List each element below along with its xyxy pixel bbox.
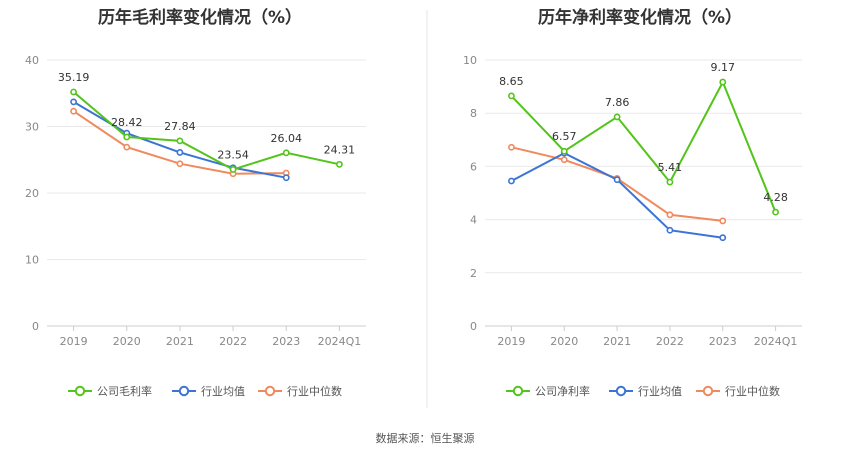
x-tick-label: 2020 (113, 335, 141, 348)
legend-label: 行业均值 (201, 385, 245, 398)
legend-item-company[interactable]: 公司毛利率 (68, 384, 152, 398)
x-tick-label: 2023 (709, 335, 737, 348)
data-point-industry_avg[interactable] (282, 174, 290, 182)
data-point-industry_median[interactable] (123, 143, 131, 151)
data-point-company[interactable] (613, 113, 621, 121)
data-label: 4.28 (763, 191, 788, 204)
data-point-company[interactable] (336, 160, 343, 168)
x-tick-label: 2024Q1 (318, 335, 362, 348)
data-point-company[interactable] (70, 88, 77, 96)
legend-marker-icon (702, 385, 714, 397)
data-point-industry_median[interactable] (176, 160, 184, 168)
data-point-industry_avg[interactable] (719, 234, 727, 242)
y-tick-label: 6 (470, 160, 477, 173)
data-label: 35.19 (58, 71, 90, 84)
x-tick-label: 2023 (272, 335, 300, 348)
legend-item-industry_median[interactable]: 行业中位数 (696, 384, 780, 398)
source-note: 数据来源：恒生聚源 (376, 431, 475, 445)
x-tick-label: 2020 (550, 335, 578, 348)
data-point-industry_median[interactable] (70, 107, 77, 115)
chart-title: 历年净利率变化情况（%） (538, 7, 742, 28)
series-line-company (72, 91, 340, 171)
data-point-industry_avg[interactable] (70, 98, 77, 106)
x-tick-label: 2022 (656, 335, 684, 348)
y-tick-label: 0 (32, 320, 39, 333)
data-point-company[interactable] (772, 208, 779, 216)
y-tick-label: 40 (25, 54, 39, 67)
data-point-company[interactable] (666, 178, 674, 186)
data-label: 28.42 (111, 116, 143, 129)
y-tick-label: 10 (25, 254, 39, 267)
data-label: 27.84 (164, 120, 196, 133)
legend-item-industry_avg[interactable]: 行业均值 (172, 385, 245, 398)
legend-item-company[interactable]: 公司净利率 (506, 384, 590, 398)
y-tick-label: 20 (25, 187, 39, 200)
data-label: 7.86 (605, 96, 630, 109)
x-tick-label: 2021 (603, 335, 631, 348)
legend-marker-icon (615, 385, 627, 397)
data-label: 23.54 (217, 148, 249, 161)
data-label: 6.57 (552, 130, 577, 143)
series-line-industry_avg (510, 151, 723, 239)
legend-label: 公司毛利率 (97, 384, 152, 398)
y-tick-label: 10 (463, 54, 477, 67)
data-point-company[interactable] (123, 133, 131, 141)
data-point-company[interactable] (229, 166, 237, 173)
legend-label: 行业均值 (638, 385, 682, 398)
data-label: 9.17 (711, 61, 736, 74)
legend-marker-icon (512, 385, 524, 397)
y-tick-label: 30 (25, 121, 39, 134)
data-point-industry_avg[interactable] (508, 177, 515, 185)
data-label: 8.65 (499, 75, 524, 88)
data-point-company[interactable] (176, 137, 184, 145)
data-point-company[interactable] (282, 149, 290, 157)
data-point-industry_avg[interactable] (176, 149, 184, 156)
legend-marker-icon (178, 385, 190, 397)
series-line-industry_median (511, 146, 723, 222)
legend-item-industry_avg[interactable]: 行业均值 (609, 385, 682, 398)
y-tick-label: 0 (470, 320, 477, 333)
legend-label: 公司净利率 (535, 384, 590, 398)
data-point-industry_median[interactable] (560, 156, 568, 164)
y-tick-label: 4 (470, 214, 477, 227)
data-point-industry_avg[interactable] (666, 226, 674, 234)
series-line-company (510, 79, 777, 213)
data-point-industry_avg[interactable] (613, 176, 621, 184)
data-point-industry_median[interactable] (508, 143, 515, 151)
y-tick-label: 2 (470, 267, 477, 280)
y-tick-label: 8 (470, 107, 477, 120)
x-tick-label: 2021 (166, 335, 194, 348)
legend-label: 行业中位数 (725, 384, 780, 398)
x-tick-label: 2019 (60, 335, 88, 348)
x-tick-label: 2022 (219, 335, 247, 348)
x-tick-label: 2019 (497, 335, 525, 348)
data-point-industry_median[interactable] (719, 217, 727, 225)
data-label: 5.41 (658, 161, 683, 174)
legend-label: 行业中位数 (287, 384, 342, 398)
data-label: 26.04 (271, 132, 303, 145)
x-tick-label: 2024Q1 (754, 335, 798, 348)
data-point-company[interactable] (560, 147, 568, 155)
legend-marker-icon (264, 385, 276, 397)
legend-marker-icon (74, 385, 86, 397)
legend-item-industry_median[interactable]: 行业中位数 (258, 384, 342, 398)
data-point-industry_median[interactable] (666, 211, 674, 219)
chart-title: 历年毛利率变化情况（%） (98, 7, 302, 28)
data-label: 24.31 (324, 143, 356, 156)
data-point-company[interactable] (719, 78, 727, 86)
data-point-company[interactable] (508, 92, 515, 100)
